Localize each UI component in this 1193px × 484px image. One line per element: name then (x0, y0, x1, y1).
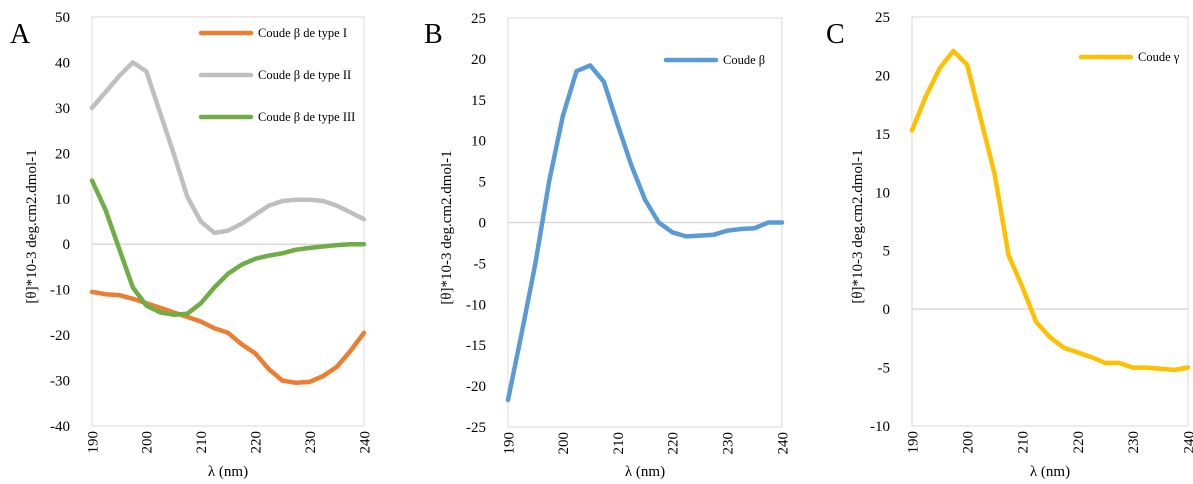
y-tick-label: -10 (50, 283, 70, 299)
legend-label: Coude β de type III (258, 110, 355, 124)
y-tick-label: -5 (878, 361, 891, 377)
x-tick-label: 240 (1181, 431, 1193, 454)
series-line (89, 178, 367, 317)
series-line (89, 60, 367, 236)
x-tick-label: 210 (611, 432, 627, 455)
plot-frame (91, 16, 365, 427)
y-tick-label: 0 (63, 237, 71, 253)
panel-label: B (424, 19, 443, 50)
legend-label: Coude γ (1138, 50, 1180, 64)
y-tick-label: 20 (471, 52, 486, 68)
legend-label: Coude β (723, 53, 765, 67)
x-tick-label: 200 (140, 431, 156, 454)
y-tick-label: 40 (55, 55, 70, 71)
y-tick-label: -15 (466, 338, 486, 354)
series-line (89, 289, 367, 386)
x-tick-label: 230 (720, 432, 736, 455)
x-tick-label: 220 (666, 432, 682, 455)
y-tick-label: -10 (870, 419, 890, 435)
x-tick-label: 220 (1071, 431, 1087, 454)
y-tick-label: 5 (479, 175, 487, 191)
x-tick-label: 240 (357, 431, 373, 454)
chart-panel-a: A -40 -30 -20 -10 0 10 20 30 40 50 190 200 210 220 230 2… (10, 10, 373, 480)
y-tick-label: 10 (875, 185, 890, 201)
plot-frame (911, 16, 1189, 427)
y-tick-label: -30 (50, 374, 70, 390)
y-axis-title: [θ]*10-3 deg.cm2.dmol-1 (439, 150, 455, 304)
y-tick-label: 15 (875, 127, 890, 143)
y-tick-label: 10 (55, 192, 70, 208)
x-axis-title: λ (nm) (1030, 464, 1070, 479)
x-tick-label: 210 (1016, 431, 1032, 454)
panel-label: A (10, 19, 31, 50)
y-tick-label: 15 (471, 93, 486, 109)
y-tick-label: -20 (466, 379, 486, 395)
y-tick-label: 5 (883, 244, 891, 260)
y-tick-label: 10 (471, 134, 486, 150)
x-tick-label: 210 (194, 431, 210, 454)
series-line (505, 63, 785, 403)
y-tick-label: -10 (466, 297, 486, 313)
y-tick-label: 0 (883, 302, 891, 318)
legend-label: Coude β de type I (258, 26, 347, 40)
x-tick-label: 240 (775, 432, 791, 455)
x-tick-label: 230 (1126, 431, 1142, 454)
x-tick-label: 200 (556, 432, 572, 455)
y-tick-label: 50 (55, 10, 70, 26)
x-tick-label: 190 (501, 432, 517, 455)
y-axis-title: [θ]*10-3 deg.cm2.dmol-1 (24, 149, 40, 303)
y-tick-label: 30 (55, 101, 70, 117)
x-tick-label: 190 (85, 431, 101, 454)
chart-panel-b: B -25 -20 -15 -10 -5 0 5 10 15 20 25 190 200 210 220 230… (424, 11, 791, 480)
panel-label: C (826, 19, 845, 50)
y-tick-label: -25 (466, 420, 486, 436)
series-line (909, 48, 1191, 373)
x-tick-label: 190 (905, 431, 921, 454)
legend-label: Coude β de type II (258, 68, 351, 82)
x-tick-label: 220 (248, 431, 264, 454)
y-tick-label: 20 (55, 146, 70, 162)
y-tick-label: 25 (875, 10, 890, 26)
y-tick-label: 0 (479, 216, 487, 232)
y-tick-label: 25 (471, 11, 486, 27)
x-axis-title: λ (nm) (625, 464, 665, 479)
y-axis-title: [θ]*10-3 deg.cm2.dmol-1 (850, 149, 866, 303)
x-axis-title: λ (nm) (208, 464, 248, 479)
y-tick-label: -40 (50, 419, 70, 435)
chart-panel-c: C -10 -5 0 5 10 15 20 25 190 200 210 220 230 240 λ (nm)… (826, 10, 1193, 480)
y-tick-label: 20 (875, 68, 890, 84)
y-tick-label: -20 (50, 328, 70, 344)
y-tick-label: -5 (474, 256, 487, 272)
x-tick-label: 200 (960, 431, 976, 454)
x-tick-label: 230 (303, 431, 319, 454)
